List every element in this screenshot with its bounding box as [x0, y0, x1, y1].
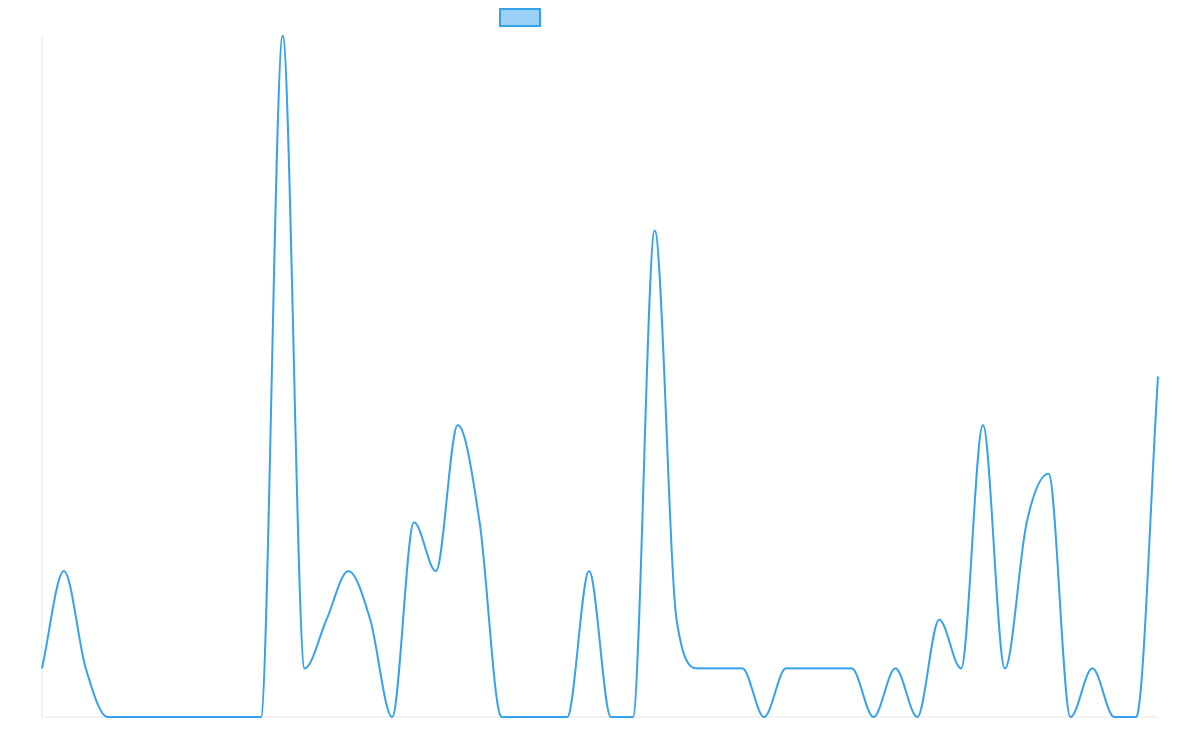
data-point[interactable]	[39, 665, 45, 671]
data-point[interactable]	[367, 617, 373, 623]
data-point[interactable]	[652, 228, 658, 234]
data-point[interactable]	[214, 714, 220, 720]
data-point[interactable]	[455, 422, 461, 428]
data-point[interactable]	[805, 665, 811, 671]
data-point[interactable]	[148, 714, 154, 720]
data-point[interactable]	[1002, 665, 1008, 671]
data-point[interactable]	[258, 714, 264, 720]
data-point[interactable]	[1155, 374, 1161, 380]
data-point[interactable]	[433, 568, 439, 574]
data-point[interactable]	[542, 714, 548, 720]
data-point[interactable]	[1067, 714, 1073, 720]
data-point[interactable]	[302, 665, 308, 671]
data-point[interactable]	[1089, 665, 1095, 671]
data-point[interactable]	[739, 665, 745, 671]
data-point[interactable]	[1024, 519, 1030, 525]
series-layer	[39, 33, 1161, 720]
data-point[interactable]	[1111, 714, 1117, 720]
data-point[interactable]	[695, 665, 701, 671]
legend[interactable]	[499, 8, 541, 27]
data-point[interactable]	[717, 665, 723, 671]
data-point[interactable]	[1046, 471, 1052, 477]
data-point[interactable]	[83, 665, 89, 671]
data-point[interactable]	[61, 568, 67, 574]
data-point[interactable]	[236, 714, 242, 720]
series-line	[41, 35, 1159, 719]
data-point[interactable]	[827, 665, 833, 671]
data-point[interactable]	[520, 714, 526, 720]
data-point[interactable]	[783, 665, 789, 671]
data-point[interactable]	[411, 519, 417, 525]
data-point[interactable]	[892, 665, 898, 671]
data-point[interactable]	[280, 33, 286, 39]
data-point[interactable]	[170, 714, 176, 720]
data-point[interactable]	[761, 714, 767, 720]
data-point[interactable]	[674, 617, 680, 623]
data-point[interactable]	[849, 665, 855, 671]
data-point[interactable]	[608, 714, 614, 720]
data-point[interactable]	[323, 617, 329, 623]
data-point[interactable]	[914, 714, 920, 720]
data-point[interactable]	[936, 617, 942, 623]
data-point[interactable]	[499, 714, 505, 720]
data-point[interactable]	[105, 714, 111, 720]
data-point[interactable]	[477, 519, 483, 525]
data-point[interactable]	[1133, 714, 1139, 720]
data-point[interactable]	[389, 714, 395, 720]
data-point[interactable]	[871, 714, 877, 720]
data-point[interactable]	[958, 665, 964, 671]
data-point[interactable]	[980, 422, 986, 428]
data-point[interactable]	[564, 714, 570, 720]
data-point[interactable]	[345, 568, 351, 574]
data-point[interactable]	[192, 714, 198, 720]
data-point[interactable]	[127, 714, 133, 720]
legend-swatch[interactable]	[499, 8, 541, 27]
data-point[interactable]	[586, 568, 592, 574]
data-point[interactable]	[630, 714, 636, 720]
